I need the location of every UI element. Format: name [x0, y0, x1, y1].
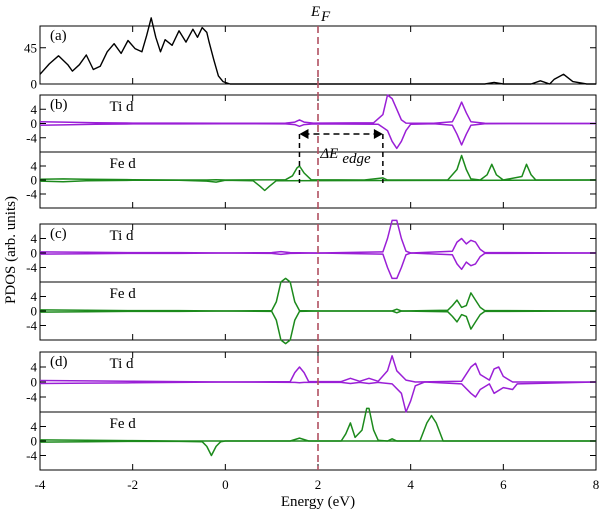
panel-label: (a) [50, 28, 67, 44]
xtick-label: 6 [500, 477, 507, 492]
xtick-label: -2 [127, 477, 138, 492]
subplot-ytick-label: -4 [26, 318, 37, 333]
subplot-ytick-label: 4 [31, 102, 38, 117]
species-label: Fe d [110, 416, 137, 432]
subplot-ytick-label: -4 [26, 260, 37, 275]
subplot-ytick-label: 0 [31, 173, 38, 188]
xtick-label: 8 [593, 477, 600, 492]
species-label: Fe d [110, 156, 137, 172]
subplot-ytick-label: -4 [26, 130, 37, 145]
panel-a-ytick-label: 45 [24, 40, 37, 55]
species-label: Ti d [110, 356, 135, 372]
fermi-level-subscript: F [320, 9, 331, 25]
subplot-ytick-label: 0 [31, 116, 38, 131]
species-label: Ti d [110, 99, 135, 115]
total-dos-line [39, 17, 596, 85]
panel-label: (b) [50, 97, 68, 113]
delta-e-edge-subscript: edge [342, 151, 371, 167]
subplot-ytick-label: 0 [31, 246, 38, 261]
subplot-ytick-label: 4 [31, 231, 38, 246]
subplot-ytick-label: 4 [31, 289, 38, 304]
subplot-ytick-label: -4 [26, 448, 37, 463]
species-label: Fe d [110, 286, 137, 302]
subplot-ytick-label: -4 [26, 187, 37, 202]
fermi-level-label: E [310, 4, 320, 20]
fe-d-spin-down-line [39, 440, 596, 457]
y-axis-title: PDOS (arb. units) [3, 196, 19, 304]
subplot-ytick-label: 0 [31, 375, 38, 390]
ti-d-spin-down-line [39, 252, 597, 280]
subplot-ytick-label: -4 [26, 390, 37, 405]
fe-d-spin-down-line [39, 310, 597, 345]
subplot-ytick-label: 4 [31, 419, 38, 434]
panel-label: (c) [50, 226, 67, 242]
xtick-label: 0 [222, 477, 229, 492]
subplot-ytick-label: 0 [31, 434, 38, 449]
delta-e-edge-arrowhead-left [299, 129, 309, 139]
subplot-ytick-label: 0 [31, 304, 38, 319]
subplot-ytick-label: 4 [31, 159, 38, 174]
xtick-label: 4 [407, 477, 414, 492]
panel-a-ytick-label: 0 [31, 77, 38, 92]
species-label: Ti d [110, 228, 135, 244]
fe-d-spin-down-line [39, 179, 597, 192]
x-axis-title: Energy (eV) [281, 494, 355, 510]
delta-e-edge-arrowhead-right [373, 129, 383, 139]
panel-label: (d) [50, 354, 68, 370]
xtick-label: 2 [315, 477, 322, 492]
ti-d-spin-down-line [39, 122, 597, 150]
delta-e-edge-label: ΔE [319, 146, 338, 162]
subplot-ytick-label: 4 [31, 360, 38, 375]
xtick-label: -4 [35, 477, 46, 492]
pdos-curves [39, 17, 597, 457]
annotations [298, 26, 384, 470]
ti-d-spin-down-line [39, 381, 597, 413]
axis-labels: (a)450(b)40-4Ti d40-4Fe d(c)40-4Ti d40-4… [3, 4, 599, 510]
